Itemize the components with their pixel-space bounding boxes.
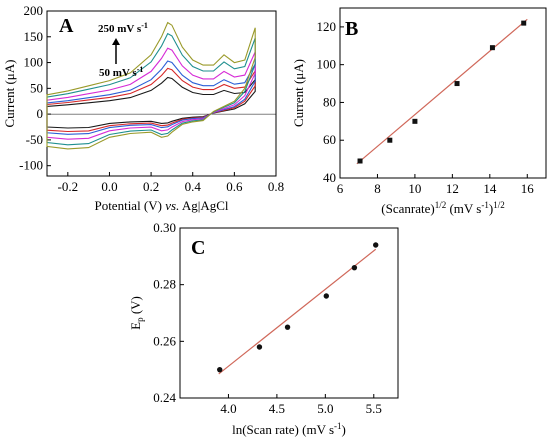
panel-a-x-tick-label: 0.4 xyxy=(185,179,202,194)
panel-c-panel-letter: C xyxy=(191,237,205,259)
panel-c-plot-frame xyxy=(179,227,399,399)
panel-a-cv-curve-250 xyxy=(46,21,256,150)
panel-c-data-point xyxy=(256,344,263,350)
panel-b-y-tick-label: 120 xyxy=(317,19,337,34)
panel-c-data-point xyxy=(284,324,291,330)
panel-c-x-tick-label: 5.5 xyxy=(366,401,382,416)
panel-b-fit-line xyxy=(356,18,528,165)
panel-b-data-point xyxy=(521,20,527,26)
panel-c-x-tick-label: 5.0 xyxy=(317,401,333,416)
panel-a-y-tick-label: 150 xyxy=(24,29,44,44)
panel-c-x-tick-label: 4.0 xyxy=(220,401,236,416)
panel-b-y-tick-label: 60 xyxy=(323,132,336,147)
panel-c-y-tick-label: 0.24 xyxy=(153,390,176,405)
panel-b-data-point xyxy=(387,137,393,143)
panel-b-x-tick-label: 8 xyxy=(374,181,381,196)
panel-a-y-tick-label: -100 xyxy=(19,158,43,173)
panel-c-data-point xyxy=(373,242,379,248)
panel-a-x-axis-title: Potential (V) vs. Ag|AgCl xyxy=(94,198,228,213)
panel-b-plot-frame xyxy=(339,7,547,179)
panel-c-fit-line xyxy=(218,248,377,375)
panel-b-x-tick-label: 16 xyxy=(521,181,535,196)
panel-a-cv-curve-75 xyxy=(46,67,256,133)
panel-c-y-tick-label: 0.28 xyxy=(153,277,176,292)
panel-a-cv-curve-150 xyxy=(46,47,256,140)
panel-a-y-axis-title: Current (μA) xyxy=(2,60,17,128)
panel-a-y-tick-label: 200 xyxy=(24,3,44,18)
panel-a-x-tick-label: 0.8 xyxy=(268,179,284,194)
panel-c-data-point xyxy=(217,366,223,373)
panel-b-x-tick-label: 10 xyxy=(408,181,421,196)
panel-b-data-point xyxy=(412,118,418,124)
panel-c-ep-vs-ln-scanrate-chart: 4.0 4.5 5.0 5.5 0.24 0.26 0.28 0.30 C Ep (V) ln(Sc… xyxy=(128,220,399,437)
panel-a-arrow-head xyxy=(112,38,120,45)
panel-a-annotation-min-rate: 50 mV s-1 xyxy=(99,65,143,79)
panel-b-y-tick-label: 40 xyxy=(323,170,336,185)
panel-c-y-tick-label: 0.30 xyxy=(153,220,176,235)
panel-c-data-point xyxy=(323,293,330,299)
panel-a-y-tick-label: 0 xyxy=(37,106,44,121)
panel-a-plot-frame xyxy=(46,10,277,177)
panel-a-x-tick-label: 0.2 xyxy=(143,179,159,194)
panel-b-panel-letter: B xyxy=(345,18,358,40)
panel-a-cv-curve-50 xyxy=(46,76,256,129)
panel-b-data-point xyxy=(489,45,495,51)
panel-a-annotation-max-rate: 250 mV s-1 xyxy=(98,21,148,35)
panel-b-y-tick-label: 80 xyxy=(323,94,336,109)
panel-b-x-axis-title: (Scanrate)1/2 (mV s-1)1/2 xyxy=(381,200,504,216)
panel-b-y-tick-label: 100 xyxy=(317,57,337,72)
panel-a-x-tick-label: -0.2 xyxy=(58,179,79,194)
panel-b-x-tick-label: 6 xyxy=(337,181,344,196)
panel-c-x-tick-label: 4.5 xyxy=(269,401,285,416)
panel-c-y-axis-title: Ep (V) xyxy=(128,296,145,330)
panel-b-y-axis-title: Current (μA) xyxy=(291,59,306,127)
panel-b-x-tick-label: 14 xyxy=(483,181,497,196)
panel-b-current-vs-sqrt-scanrate-chart: 6 8 10 12 14 16 40 60 80 100 120 B Current (μA) (Scan… xyxy=(291,7,547,216)
panel-a-cv-curve-100 xyxy=(46,60,256,135)
panel-c-x-axis-title: ln(Scan rate) (mV s-1) xyxy=(232,421,346,437)
panel-a-y-tick-label: 100 xyxy=(24,55,44,70)
panel-a-y-tick-label: -50 xyxy=(26,132,43,147)
panel-a-panel-letter: A xyxy=(59,15,74,37)
panel-b-x-tick-label: 12 xyxy=(446,181,459,196)
panel-b-data-point xyxy=(357,158,363,164)
panel-a-x-tick-label: 0.0 xyxy=(101,179,117,194)
panel-c-y-tick-label: 0.26 xyxy=(153,333,176,348)
panel-a-x-tick-label: 0.6 xyxy=(226,179,243,194)
panel-a-cv-chart: -0.2 0.0 0.2 0.4 0.6 0.8 -100 -50 0 50 100 150 200 25… xyxy=(2,3,284,213)
panel-c-data-point xyxy=(351,264,358,271)
panel-b-data-point xyxy=(454,81,460,87)
panel-a-cv-curve-200 xyxy=(46,32,256,146)
panel-a-y-tick-label: 50 xyxy=(30,80,43,95)
